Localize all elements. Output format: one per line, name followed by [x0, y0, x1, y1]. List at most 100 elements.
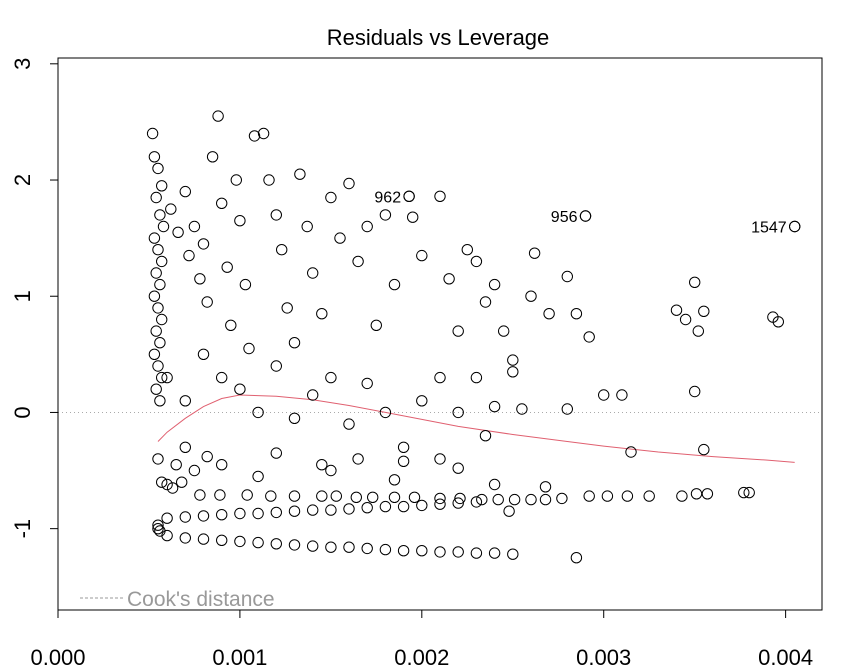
data-point — [488, 278, 501, 291]
data-point — [307, 540, 319, 552]
data-point — [452, 325, 464, 337]
data-point — [152, 162, 164, 175]
data-point — [156, 255, 168, 268]
data-point — [265, 490, 277, 502]
data-point — [507, 366, 519, 378]
data-point — [676, 490, 688, 502]
data-point — [150, 191, 162, 204]
data-point — [361, 220, 373, 233]
data-point — [234, 507, 246, 520]
data-point — [643, 490, 655, 502]
data-point — [583, 331, 595, 343]
labeled-data-point — [579, 210, 592, 222]
x-tick-label: 0.000 — [30, 645, 85, 670]
data-point — [152, 519, 164, 531]
data-point — [170, 459, 182, 471]
data-point — [150, 267, 162, 279]
data-point — [689, 276, 701, 288]
data-point — [350, 491, 362, 503]
data-point — [543, 308, 555, 320]
data-point — [625, 446, 637, 458]
data-point — [621, 490, 634, 502]
data-points — [146, 110, 801, 564]
y-tick-label: 0 — [10, 406, 35, 418]
data-point — [598, 389, 610, 401]
data-point — [214, 489, 226, 501]
data-point — [201, 296, 213, 308]
data-point — [216, 197, 228, 210]
data-point — [397, 441, 410, 453]
data-point — [270, 447, 282, 459]
data-point — [379, 406, 392, 419]
data-point — [583, 490, 595, 502]
data-point — [150, 383, 162, 395]
data-point — [230, 174, 243, 186]
data-point — [461, 244, 473, 256]
data-point — [361, 377, 373, 390]
data-point — [252, 536, 264, 549]
y-tick-label: 3 — [10, 58, 35, 70]
data-point — [146, 127, 159, 140]
data-point — [156, 313, 168, 326]
data-point — [179, 441, 192, 453]
data-point — [188, 464, 201, 477]
data-point — [743, 486, 755, 499]
data-point — [183, 249, 195, 262]
data-point — [470, 255, 483, 268]
data-point — [152, 244, 164, 256]
data-point — [152, 523, 164, 535]
data-point — [243, 342, 255, 355]
data-point — [539, 493, 552, 506]
data-point — [179, 395, 192, 407]
data-point — [388, 491, 401, 503]
data-point — [197, 533, 210, 545]
data-point — [689, 385, 701, 398]
data-point — [470, 371, 483, 384]
data-point — [507, 548, 519, 560]
data-point — [154, 278, 166, 291]
y-tick-label: -1 — [10, 519, 35, 539]
data-point — [470, 547, 483, 559]
data-point — [148, 290, 161, 302]
data-point — [307, 504, 319, 516]
data-point — [434, 371, 446, 384]
labeled-data-point — [789, 220, 801, 233]
data-point — [152, 360, 164, 372]
data-point — [452, 462, 464, 474]
data-point — [361, 502, 373, 514]
data-point — [479, 430, 492, 442]
data-point — [288, 539, 301, 551]
data-point — [452, 546, 464, 558]
data-point — [343, 541, 355, 553]
x-axis: 0.000 0.001 0.002 0.003 0.004 — [30, 609, 813, 670]
data-point — [343, 177, 355, 190]
data-point — [179, 511, 192, 523]
data-point — [452, 497, 464, 509]
data-point — [508, 493, 521, 506]
data-point — [197, 238, 210, 250]
data-point — [692, 325, 704, 337]
x-tick-label: 0.004 — [758, 645, 813, 670]
data-point — [488, 400, 501, 413]
data-point — [388, 474, 401, 486]
data-point — [194, 489, 206, 501]
data-point — [330, 490, 342, 502]
data-point — [263, 174, 275, 186]
data-point — [148, 348, 161, 360]
data-point — [525, 493, 537, 506]
data-point — [325, 191, 337, 204]
data-point — [408, 491, 421, 503]
data-point — [316, 308, 328, 320]
point-label: 956 — [551, 209, 578, 226]
reference-lines — [57, 58, 822, 610]
data-point — [503, 505, 515, 517]
data-point — [343, 503, 355, 515]
data-point — [161, 371, 173, 384]
data-point — [301, 220, 313, 233]
chart-title: Residuals vs Leverage — [327, 25, 550, 50]
data-point — [379, 543, 392, 556]
data-point — [525, 290, 537, 302]
data-point — [307, 267, 319, 279]
data-point — [434, 453, 446, 465]
point-label: 1547 — [751, 220, 787, 237]
